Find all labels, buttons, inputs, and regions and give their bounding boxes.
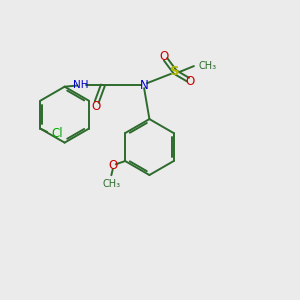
Text: O: O (159, 50, 169, 63)
Text: Cl: Cl (52, 128, 63, 140)
Text: NH: NH (73, 80, 88, 90)
Text: CH₃: CH₃ (199, 61, 217, 71)
Text: O: O (108, 159, 117, 172)
Text: O: O (92, 100, 101, 113)
Text: S: S (170, 65, 180, 79)
Text: N: N (140, 79, 148, 92)
Text: O: O (186, 75, 195, 88)
Text: CH₃: CH₃ (102, 179, 120, 189)
